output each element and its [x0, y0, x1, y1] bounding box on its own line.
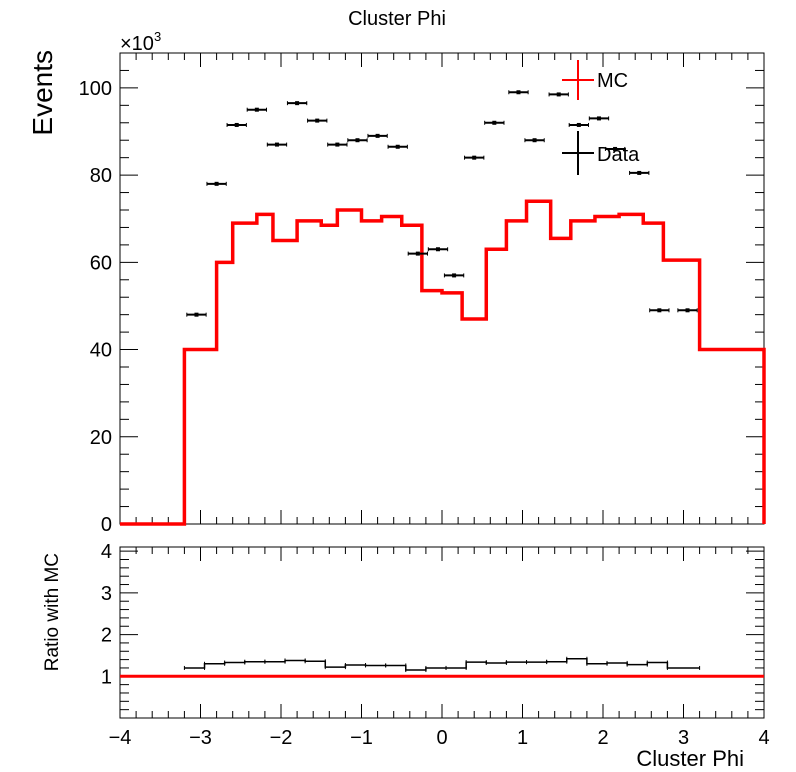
data-point	[335, 142, 340, 147]
data-point	[492, 120, 497, 125]
ratio-x-tick-label: 2	[597, 727, 608, 749]
data-point	[375, 133, 380, 138]
ratio-y-axis-title: Ratio with MC	[42, 553, 63, 671]
data-point	[274, 142, 279, 147]
data-point	[685, 308, 690, 313]
y-multiplier-label: ×103	[120, 29, 161, 55]
legend-data-label: Data	[597, 144, 640, 166]
legend: MC Data	[562, 60, 640, 175]
ratio-x-tick-label: 1	[517, 727, 528, 749]
data-point	[395, 144, 400, 149]
main-y-tick-label: 0	[101, 514, 112, 536]
ratio-x-tick-label: 3	[678, 727, 689, 749]
data-point	[532, 138, 537, 143]
ratio-y-tick-label: 1	[101, 666, 112, 688]
y-axis-title: Events	[27, 50, 58, 136]
data-point	[194, 312, 199, 317]
mc-step-line	[120, 199, 766, 526]
mc-histogram	[120, 199, 766, 526]
data-point	[415, 251, 420, 256]
data-point	[355, 138, 360, 143]
ratio-plot-ticks: −4 −3 −2 −1 0 1 2 3 4 1 2 3 4	[101, 541, 770, 749]
ratio-x-tick-label: −1	[350, 727, 373, 749]
data-point	[556, 92, 561, 97]
data-point	[576, 122, 581, 127]
ratio-y-tick-label: 4	[101, 541, 112, 563]
data-point	[295, 101, 300, 106]
legend-mc-label: MC	[597, 70, 628, 92]
y-multiplier-base: ×10	[120, 33, 154, 55]
ratio-series	[183, 656, 701, 673]
data-point	[214, 181, 219, 186]
ratio-x-tick-label: −4	[109, 727, 132, 749]
main-y-tick-label: 60	[90, 252, 112, 274]
data-point	[596, 116, 601, 121]
data-point	[315, 118, 320, 123]
chart-title: Cluster Phi	[348, 8, 446, 30]
data-point	[254, 107, 259, 112]
legend-entry-mc: MC	[562, 60, 628, 100]
data-point	[516, 90, 521, 95]
ratio-x-tick-label: 4	[758, 727, 769, 749]
data-point	[637, 170, 642, 175]
data-point	[613, 146, 618, 151]
data-point	[657, 308, 662, 313]
x-axis-title: Cluster Phi	[636, 746, 744, 771]
data-point	[472, 155, 477, 160]
legend-entry-data: Data	[562, 131, 640, 175]
ratio-y-tick-label: 2	[101, 625, 112, 647]
data-point	[234, 122, 239, 127]
ratio-x-tick-label: −3	[189, 727, 212, 749]
main-y-tick-label: 40	[90, 340, 112, 362]
ratio-y-tick-label: 3	[101, 583, 112, 605]
data-point	[435, 247, 440, 252]
main-y-tick-label: 100	[79, 78, 112, 100]
y-multiplier-exponent: 3	[154, 29, 161, 44]
ratio-x-tick-label: 0	[436, 727, 447, 749]
main-y-tick-label: 80	[90, 165, 112, 187]
data-point	[452, 273, 457, 278]
data-points	[186, 90, 698, 317]
main-y-tick-label: 20	[90, 427, 112, 449]
ratio-x-tick-label: −2	[270, 727, 293, 749]
